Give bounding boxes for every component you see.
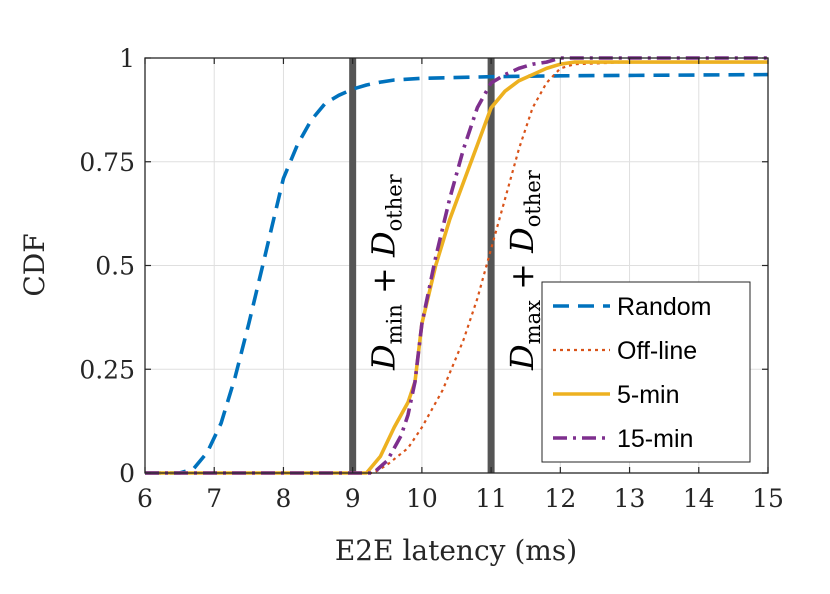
- annotation-min: Dmin + Dother: [365, 173, 407, 371]
- x-axis-label: E2E latency (ms): [335, 534, 577, 567]
- legend-label-off-line: Off-line: [617, 337, 697, 365]
- x-tick-label: 15: [752, 484, 784, 513]
- annotations: Dmin + Dother Dmax + Dother: [365, 169, 545, 371]
- legend: Random Off-line 5-min 15-min: [541, 281, 751, 463]
- legend-label-5-min: 5-min: [617, 381, 680, 409]
- x-tick-label: 14: [683, 484, 715, 513]
- y-tick-label: 0.25: [79, 355, 135, 384]
- y-tick-label: 0.5: [95, 252, 135, 281]
- series-line-random: [145, 72, 769, 475]
- series-line-15-min: [145, 56, 768, 475]
- legend-box: [541, 281, 751, 463]
- x-tick-label: 8: [275, 484, 291, 513]
- legend-label-random: Random: [617, 293, 712, 321]
- series-group: [145, 56, 769, 475]
- legend-label-15-min: 15-min: [617, 425, 693, 453]
- y-tick-label: 0: [119, 459, 135, 488]
- x-tick-label: 9: [345, 484, 361, 513]
- ticks: 6 7 8 9 10 11 12 13 14 15 0 0.25 0.5 0.75 1: [79, 44, 784, 513]
- y-tick-label: 1: [119, 44, 135, 73]
- x-tick-label: 13: [614, 484, 646, 513]
- x-tick-label: 12: [544, 484, 576, 513]
- series-line-5-min: [145, 60, 768, 475]
- x-tick-label: 7: [206, 484, 222, 513]
- y-axis-label: CDF: [18, 233, 51, 296]
- annotation-max: Dmax + Dother: [503, 169, 545, 371]
- x-tick-label: 10: [406, 484, 438, 513]
- vertical-lines: [349, 58, 495, 473]
- x-tick-label: 6: [137, 484, 153, 513]
- series-line-off-line: [145, 60, 768, 475]
- x-tick-label: 11: [475, 484, 507, 513]
- y-tick-label: 0.75: [79, 148, 135, 177]
